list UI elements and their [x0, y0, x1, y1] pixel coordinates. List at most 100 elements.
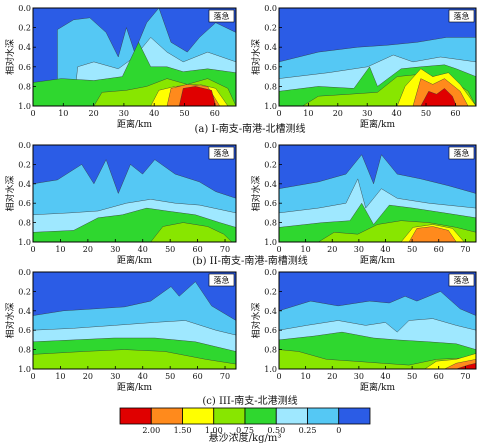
tide-tag-box	[208, 9, 235, 23]
y-tick-label: 0.4	[18, 180, 31, 189]
y-tick-label: 0.6	[18, 326, 31, 335]
x-tick-label: 10	[301, 372, 311, 381]
x-tick-label: 20	[333, 109, 343, 118]
y-tick-label: 0.8	[264, 82, 277, 91]
caption-b: (b) II-南支-南港-南槽测线	[192, 254, 307, 267]
band-red-6	[456, 362, 476, 369]
y-tick-label: 0.8	[18, 346, 31, 355]
colorbar-label: 0.50	[267, 426, 285, 435]
y-axis-label: 相对水深	[4, 302, 16, 338]
y-tick-label: 0.0	[18, 141, 31, 150]
x-tick-label: 50	[421, 109, 431, 118]
plot-frame	[32, 7, 237, 107]
y-tick-label: 0.4	[264, 43, 277, 52]
x-tick-label: 30	[119, 109, 129, 118]
y-tick-label: 1.0	[264, 238, 277, 247]
plot-frame	[278, 144, 477, 243]
tide-tag: 落急	[454, 275, 470, 285]
y-tick-label: 0.4	[18, 43, 31, 52]
contour-field	[33, 272, 236, 369]
y-tick-label: 1.0	[18, 238, 31, 247]
band-light-green-3	[150, 222, 233, 242]
y-tick-label: 0.2	[264, 24, 277, 33]
colorbar-swatch	[244, 407, 277, 425]
y-tick-label: 0.8	[264, 219, 277, 228]
colorbar-title: 悬沙浓度/kg/m³	[209, 431, 282, 444]
colorbar-swatch	[213, 407, 246, 425]
colorbar-swatch	[275, 407, 308, 425]
y-tick-label: 1.0	[264, 365, 277, 374]
colorbar-label: 0.25	[299, 426, 317, 435]
y-tick-label: 0.6	[18, 63, 31, 72]
y-tick-label: 0.2	[18, 24, 31, 33]
panel-b-left: 0.0 0.2 0.4 0.6 0.8 1.00 10 20 30 40 50 60 70 距离/km 相对…	[4, 141, 237, 266]
band-light-green-3	[33, 349, 236, 369]
x-axis-label: 距离/km	[117, 254, 152, 266]
colorbar-label: 1.00	[205, 426, 223, 435]
y-axis-label: 相对水深	[250, 302, 262, 338]
x-tick-label: 0	[276, 372, 281, 381]
y-tick-label: 0.8	[18, 219, 31, 228]
y-tick-label: 0.6	[264, 63, 277, 72]
contour-field	[33, 8, 236, 106]
x-tick-label: 40	[380, 245, 390, 254]
y-tick-label: 0.0	[264, 141, 277, 150]
x-tick-label: 10	[303, 109, 313, 118]
contour-field	[279, 8, 476, 106]
x-axis-label: 距离/km	[360, 254, 395, 266]
panel-c-left: 0.0 0.2 0.4 0.6 0.8 1.00 10 20 30 40 50 60 70 距离/km 相对…	[4, 268, 237, 393]
x-tick-label: 0	[30, 109, 35, 118]
caption-a: (a) I-南支-南港-北槽测线	[194, 122, 305, 135]
x-tick-label: 60	[450, 109, 460, 118]
x-tick-label: 70	[220, 245, 230, 254]
plot-frame	[278, 271, 477, 370]
x-tick-label: 20	[327, 245, 337, 254]
x-tick-label: 50	[179, 109, 189, 118]
x-tick-label: 10	[55, 245, 65, 254]
y-tick-label: 0.6	[18, 199, 31, 208]
plot-frame	[32, 271, 237, 370]
y-axis-label: 相对水深	[4, 175, 16, 211]
band-light-green-3	[279, 349, 476, 369]
contour-field	[279, 145, 476, 242]
panel-c-right: 0.0 0.2 0.4 0.6 0.8 1.00 10 20 30 40 50 60 70 距离/km 相对…	[250, 268, 477, 393]
tide-tag: 落急	[214, 275, 230, 285]
x-tick-label: 40	[138, 245, 148, 254]
x-tick-label: 10	[58, 109, 68, 118]
tide-tag-box	[208, 273, 235, 287]
tide-tag-box	[208, 146, 235, 160]
y-tick-label: 0.8	[18, 82, 31, 91]
x-tick-label: 40	[380, 372, 390, 381]
band-red-6	[420, 88, 457, 106]
y-tick-label: 0.2	[264, 287, 277, 296]
y-tick-label: 0.0	[18, 4, 31, 13]
y-tick-label: 0.0	[264, 4, 277, 13]
band-orange-5	[408, 226, 457, 242]
y-tick-label: 0.2	[264, 160, 277, 169]
x-tick-label: 10	[301, 245, 311, 254]
plot-frame	[278, 7, 477, 107]
x-tick-label: 20	[89, 109, 99, 118]
x-tick-label: 0	[30, 372, 35, 381]
tide-tag-box	[448, 273, 475, 287]
y-tick-label: 0.4	[264, 307, 277, 316]
colorbar-label: 0.75	[236, 426, 254, 435]
x-tick-label: 30	[362, 109, 372, 118]
x-tick-label: 30	[110, 245, 120, 254]
panel-a-right: 0.0 0.2 0.4 0.6 0.8 1.00 10 20 30 40 50 60 距离/km 相对水深…	[250, 4, 477, 130]
x-tick-label: 60	[210, 109, 220, 118]
x-axis-label: 距离/km	[360, 118, 395, 130]
y-tick-label: 1.0	[18, 102, 31, 111]
x-tick-label: 70	[460, 245, 470, 254]
caption-c: (c) III-南支-北港测线	[202, 394, 297, 407]
x-tick-label: 30	[110, 372, 120, 381]
x-tick-label: 20	[83, 372, 93, 381]
y-tick-label: 0.4	[264, 180, 277, 189]
panel-a-left: 0.0 0.2 0.4 0.6 0.8 1.00 10 20 30 40 50 60 距离/km 相对水深…	[4, 4, 237, 130]
colorbar-swatch	[182, 407, 215, 425]
y-tick-label: 0.6	[264, 199, 277, 208]
y-axis-label: 相对水深	[250, 39, 262, 75]
tide-tag: 落急	[454, 148, 470, 158]
tide-tag-box	[448, 146, 475, 160]
